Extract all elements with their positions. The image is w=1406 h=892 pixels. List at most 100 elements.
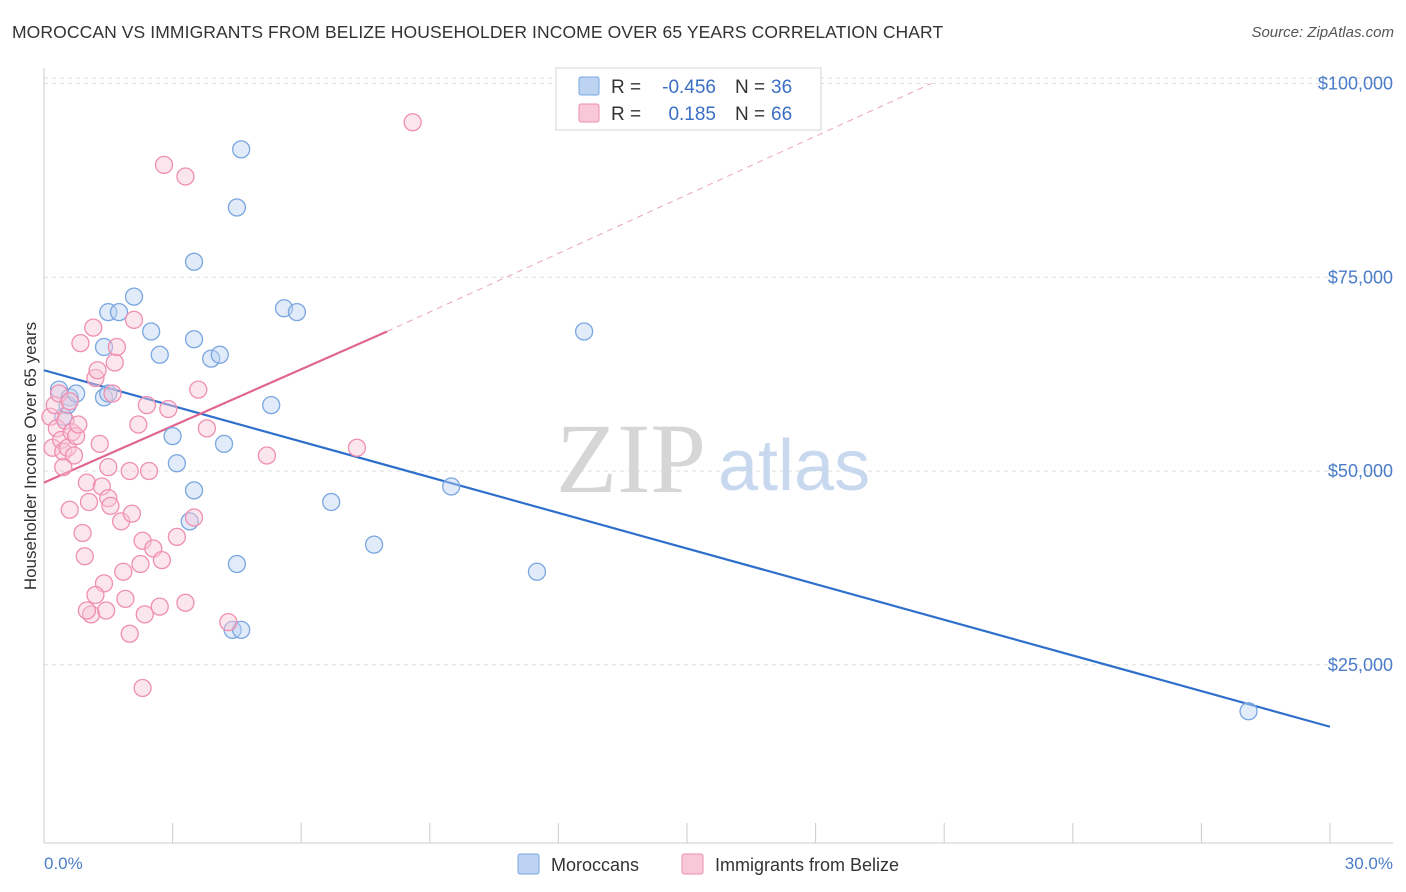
y-axis-label: Householder Income Over 65 years [21, 322, 40, 590]
point-pink-63 [120, 461, 139, 481]
point-pink-57 [133, 678, 152, 698]
stats-n-value-moroccans: 36 [771, 77, 792, 98]
point-pink-28 [101, 496, 120, 516]
x-tick-label-min: 0.0% [44, 854, 83, 873]
point-pink-45 [150, 597, 169, 616]
point-pink-35 [120, 624, 139, 643]
point-pink-29 [103, 384, 122, 403]
point-pink-60 [77, 601, 97, 620]
point-pink-42 [137, 395, 157, 415]
point-pink-23 [90, 434, 109, 454]
legend-swatch-moroccans [517, 853, 540, 875]
point-blue-5 [94, 337, 114, 357]
watermark: ZIP atlas [556, 403, 870, 514]
point-pink-56 [403, 113, 422, 132]
point-blue-6 [99, 302, 118, 322]
point-blue-29 [364, 535, 384, 554]
point-pink-43 [139, 461, 159, 481]
point-pink-48 [167, 527, 187, 547]
point-blue-30 [442, 477, 461, 496]
point-blue-23 [227, 198, 247, 217]
stats-legend: R = -0.456 N = 36 R = 0.185 N = 66 [555, 67, 822, 131]
point-pink-65 [54, 457, 73, 477]
point-pink-22 [88, 361, 107, 380]
point-blue-18 [214, 434, 234, 454]
point-pink-37 [124, 310, 144, 330]
stats-n-label-moroccans: N = [735, 77, 765, 98]
y-tick-label-100000: $100,000 [1318, 74, 1393, 94]
point-blue-14 [184, 481, 204, 500]
y-tick-label-50000: $50,000 [1328, 461, 1393, 481]
point-blue-24 [232, 140, 251, 159]
point-pink-9 [60, 392, 79, 411]
point-pink-39 [131, 554, 150, 574]
source-credit: Source: ZipAtlas.com [1251, 24, 1394, 41]
point-pink-50 [184, 508, 204, 527]
point-blue-25 [262, 395, 281, 415]
point-pink-64 [99, 457, 118, 477]
stats-r-value-moroccans: -0.456 [662, 77, 716, 98]
point-blue-31 [527, 562, 547, 581]
trend-line-0 [43, 369, 1331, 728]
point-pink-13 [69, 415, 88, 434]
point-pink-17 [77, 473, 97, 492]
point-blue-32 [574, 322, 594, 341]
point-pink-12 [67, 426, 86, 446]
legend-swatch-belize [681, 853, 704, 875]
point-pink-58 [154, 155, 174, 175]
point-pink-49 [176, 593, 195, 612]
series-legend: Moroccans Immigrants from Belize [517, 853, 899, 875]
point-pink-18 [79, 492, 99, 512]
point-blue-33 [1239, 702, 1258, 721]
point-pink-61 [86, 585, 105, 605]
watermark-zip: ZIP [556, 403, 706, 514]
point-pink-55 [347, 438, 367, 457]
y-tick-label-75000: $75,000 [1328, 267, 1393, 287]
point-pink-34 [116, 589, 135, 609]
point-pink-26 [97, 601, 116, 620]
point-pink-0 [41, 407, 60, 426]
point-pink-15 [73, 523, 92, 543]
point-pink-41 [135, 605, 154, 624]
stats-swatch-moroccans [578, 76, 600, 96]
point-pink-33 [114, 562, 133, 581]
stats-r-value-belize: 0.185 [668, 104, 716, 125]
data-points [41, 113, 1258, 721]
point-blue-22 [184, 252, 204, 271]
point-pink-30 [105, 353, 124, 372]
point-pink-38 [129, 415, 148, 434]
point-blue-12 [167, 454, 187, 473]
stats-r-label-moroccans: R = [611, 77, 641, 98]
point-pink-20 [84, 318, 103, 337]
y-tick-labels: $25,000 $50,000 $75,000 $100,000 [1318, 74, 1393, 675]
point-pink-14 [71, 333, 90, 353]
legend-label-moroccans: Moroccans [551, 855, 639, 875]
stats-r-label-belize: R = [611, 104, 641, 125]
point-pink-54 [257, 446, 277, 465]
trend-extension-1 [386, 83, 932, 332]
point-blue-28 [322, 492, 341, 512]
trend-line-1 [43, 330, 388, 484]
point-blue-11 [163, 426, 182, 446]
point-blue-27 [287, 302, 307, 322]
point-pink-2 [45, 395, 64, 415]
axes [43, 68, 1393, 844]
point-pink-16 [75, 547, 94, 566]
point-blue-9 [142, 322, 161, 341]
legend-label-belize: Immigrants from Belize [715, 855, 899, 875]
point-pink-59 [176, 167, 195, 186]
point-blue-15 [184, 330, 204, 349]
point-pink-11 [64, 446, 84, 465]
grid-lines [44, 77, 1393, 666]
point-pink-24 [92, 477, 112, 496]
trend-lines [43, 83, 1331, 728]
point-pink-31 [107, 337, 127, 357]
y-tick-label-25000: $25,000 [1328, 655, 1393, 675]
point-blue-17 [210, 345, 229, 364]
point-pink-36 [122, 504, 142, 523]
point-pink-53 [219, 612, 238, 632]
point-pink-51 [189, 380, 208, 399]
point-blue-16 [202, 349, 221, 368]
chart-title: MOROCCAN VS IMMIGRANTS FROM BELIZE HOUSE… [12, 22, 944, 42]
